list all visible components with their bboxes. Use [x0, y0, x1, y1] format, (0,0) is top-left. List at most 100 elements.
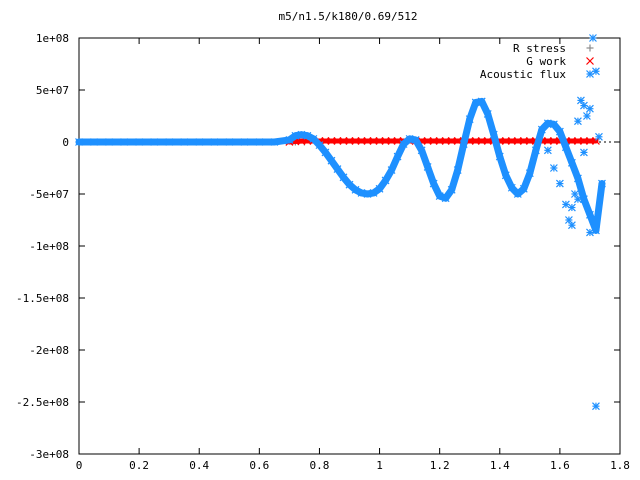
x-tick-label: 1 — [376, 459, 383, 472]
data-point — [363, 137, 372, 145]
x-tick-label: 1.6 — [550, 459, 570, 472]
series-band — [286, 138, 599, 145]
data-point — [489, 130, 498, 139]
data-point — [573, 174, 582, 183]
data-point — [580, 195, 588, 204]
data-point — [150, 138, 159, 146]
data-point — [507, 183, 516, 192]
x-tick-label: 0.8 — [310, 459, 330, 472]
data-point — [543, 146, 552, 155]
data-point — [387, 137, 396, 145]
data-point — [549, 137, 558, 145]
data-point — [369, 137, 378, 145]
data-point — [357, 189, 366, 197]
data-point — [592, 67, 600, 76]
plot-frame — [78, 37, 621, 455]
data-point — [423, 163, 432, 171]
data-point — [393, 152, 402, 161]
data-point — [495, 152, 504, 161]
x-tick-label: 1.4 — [490, 459, 510, 472]
data-point — [339, 173, 348, 182]
data-point — [429, 137, 438, 145]
data-point — [592, 226, 600, 235]
data-point — [471, 137, 480, 145]
data-point — [555, 179, 564, 188]
data-point — [381, 137, 390, 145]
data-point — [423, 137, 432, 145]
data-point — [586, 228, 594, 237]
data-point — [75, 138, 83, 146]
data-point — [453, 137, 462, 145]
data-point — [285, 135, 294, 144]
data-point — [589, 34, 597, 42]
data-point — [441, 137, 450, 145]
y-tick-label: -1e+08 — [29, 240, 69, 253]
x-tick-label: 0 — [76, 459, 83, 472]
axis-ticks: 0 0.2 0.4 0.6 0.8 1 1.2 1.4 1.6 1.8 1e+08 5e+07 0 -5e… — [16, 32, 630, 472]
legend-marker — [586, 70, 594, 78]
data-point — [90, 138, 98, 146]
data-point — [573, 137, 582, 145]
data-point — [543, 119, 552, 128]
plot-area — [78, 37, 621, 455]
data-point — [549, 164, 558, 172]
data-point — [555, 127, 564, 136]
data-points — [75, 34, 606, 411]
data-point — [507, 137, 516, 145]
data-point — [592, 402, 600, 411]
data-point — [339, 137, 348, 145]
data-point — [519, 184, 528, 193]
data-point — [477, 97, 486, 106]
data-point — [586, 137, 594, 145]
legend-label: G work — [526, 55, 566, 68]
data-point — [567, 137, 576, 145]
data-point — [180, 138, 189, 146]
data-point — [270, 138, 279, 146]
y-tick-label: -5e+07 — [29, 188, 69, 201]
legend-marker — [586, 57, 594, 65]
data-point — [357, 137, 366, 145]
data-point — [459, 140, 468, 149]
data-point — [519, 137, 528, 145]
data-point — [363, 190, 372, 198]
data-point — [321, 148, 330, 157]
y-tick-label: 5e+07 — [36, 84, 69, 97]
data-point — [393, 137, 402, 145]
data-point — [592, 137, 600, 145]
data-point — [471, 98, 480, 107]
data-point — [543, 137, 552, 145]
data-point — [327, 137, 336, 145]
data-point — [583, 112, 591, 120]
series-3 — [543, 34, 603, 411]
data-point — [195, 138, 204, 146]
x-tick-label: 1.2 — [430, 459, 450, 472]
data-point — [210, 138, 219, 146]
x-tick-label: 0.2 — [129, 459, 149, 472]
data-point — [381, 176, 390, 185]
data-point — [513, 190, 522, 198]
data-point — [369, 189, 378, 197]
data-point — [483, 109, 492, 118]
data-point — [595, 132, 603, 141]
data-point — [573, 117, 582, 126]
data-point — [580, 137, 588, 145]
data-point — [375, 184, 384, 193]
series-1 — [285, 137, 600, 146]
data-point — [375, 137, 384, 145]
y-tick-label: -1.5e+08 — [16, 292, 69, 305]
data-point — [447, 137, 456, 145]
data-point — [435, 137, 444, 145]
data-point — [573, 195, 582, 204]
data-point — [309, 134, 318, 143]
legend-label: R stress — [513, 42, 566, 55]
data-point — [586, 210, 594, 219]
data-point — [291, 131, 300, 140]
y-tick-label: -2e+08 — [29, 344, 69, 357]
data-point — [580, 148, 588, 157]
y-tick-label: 0 — [62, 136, 69, 149]
data-point — [315, 141, 324, 150]
data-point — [477, 137, 486, 145]
data-point — [586, 104, 594, 113]
y-tick-label: 1e+08 — [36, 32, 69, 45]
